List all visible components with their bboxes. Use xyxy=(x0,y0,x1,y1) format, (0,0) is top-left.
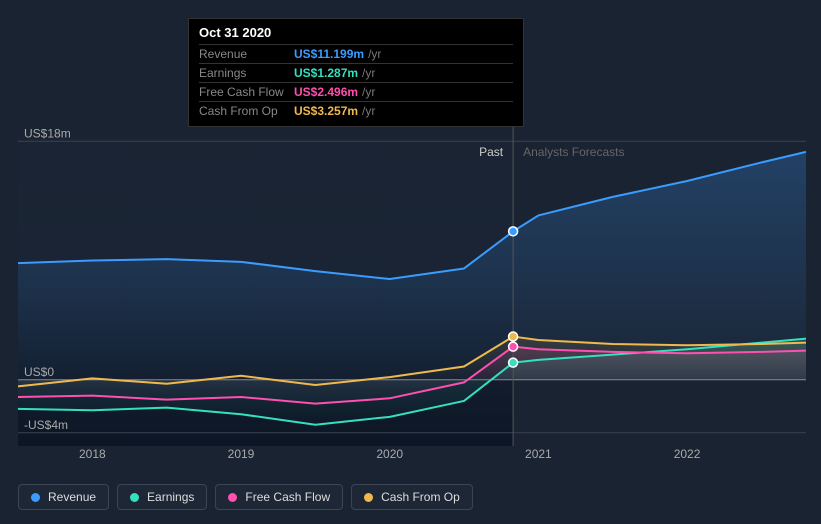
tooltip-unit: /yr xyxy=(368,47,381,61)
x-axis-label: 2018 xyxy=(79,447,106,461)
tooltip-series-value: US$2.496m xyxy=(294,85,358,99)
legend-item-revenue[interactable]: Revenue xyxy=(18,484,109,510)
legend-dot-icon xyxy=(31,493,40,502)
legend-label: Cash From Op xyxy=(381,490,460,504)
marker-earnings xyxy=(509,358,518,367)
financials-chart: -US$4mUS$0US$18mPastAnalysts Forecasts20… xyxy=(0,0,821,524)
legend-item-cash-from-op[interactable]: Cash From Op xyxy=(351,484,473,510)
legend-dot-icon xyxy=(228,493,237,502)
tooltip-series-label: Cash From Op xyxy=(199,104,294,118)
tooltip-unit: /yr xyxy=(362,66,375,80)
y-axis-label: US$18m xyxy=(24,126,71,140)
tooltip-series-value: US$11.199m xyxy=(294,47,364,61)
legend-dot-icon xyxy=(130,493,139,502)
tooltip-row: EarningsUS$1.287m/yr xyxy=(199,63,513,82)
legend-label: Revenue xyxy=(48,490,96,504)
y-axis-label: -US$4m xyxy=(24,418,68,432)
tooltip-row: RevenueUS$11.199m/yr xyxy=(199,44,513,63)
legend-item-earnings[interactable]: Earnings xyxy=(117,484,207,510)
tooltip-series-label: Revenue xyxy=(199,47,294,61)
hover-tooltip: Oct 31 2020 RevenueUS$11.199m/yrEarnings… xyxy=(188,18,524,127)
tooltip-series-label: Earnings xyxy=(199,66,294,80)
past-label: Past xyxy=(479,145,504,159)
tooltip-series-value: US$1.287m xyxy=(294,66,358,80)
tooltip-unit: /yr xyxy=(362,85,375,99)
tooltip-date: Oct 31 2020 xyxy=(199,25,513,40)
marker-fcf xyxy=(509,342,518,351)
marker-cfo xyxy=(509,332,518,341)
marker-revenue xyxy=(509,227,518,236)
tooltip-row: Free Cash FlowUS$2.496m/yr xyxy=(199,82,513,101)
x-axis-label: 2022 xyxy=(674,447,701,461)
legend-label: Free Cash Flow xyxy=(245,490,330,504)
legend-label: Earnings xyxy=(147,490,194,504)
x-axis-label: 2019 xyxy=(228,447,255,461)
legend-item-free-cash-flow[interactable]: Free Cash Flow xyxy=(215,484,343,510)
x-axis-label: 2020 xyxy=(376,447,403,461)
legend: Revenue Earnings Free Cash Flow Cash From O… xyxy=(18,484,473,510)
tooltip-row: Cash From OpUS$3.257m/yr xyxy=(199,101,513,120)
x-axis-label: 2021 xyxy=(525,447,552,461)
tooltip-series-value: US$3.257m xyxy=(294,104,358,118)
forecast-label: Analysts Forecasts xyxy=(523,145,624,159)
legend-dot-icon xyxy=(364,493,373,502)
tooltip-unit: /yr xyxy=(362,104,375,118)
tooltip-series-label: Free Cash Flow xyxy=(199,85,294,99)
